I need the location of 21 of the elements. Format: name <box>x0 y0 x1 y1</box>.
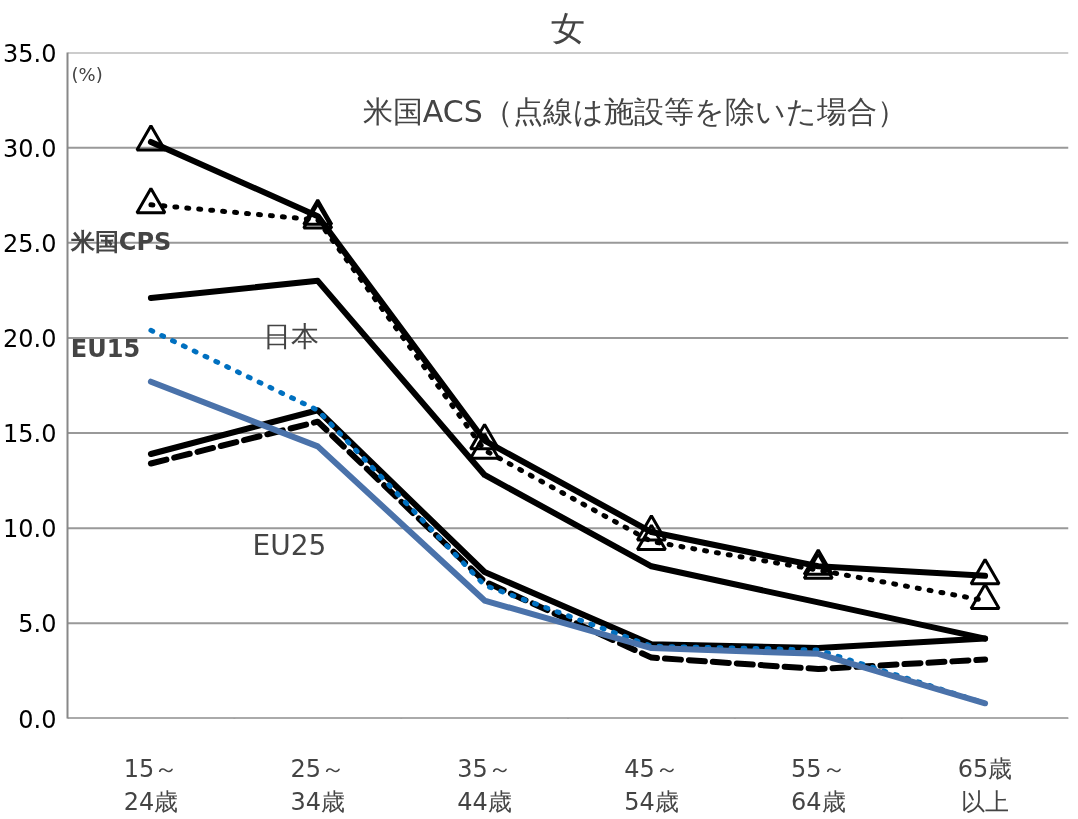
annotation: EU25 <box>252 529 327 563</box>
annotation: EU15 <box>70 334 141 363</box>
x-tick-label: 35～44歳 <box>457 754 512 817</box>
annotation: 日本 <box>263 320 320 354</box>
x-tick-label: 15～24歳 <box>123 754 179 817</box>
y-tick-label: 35.0 <box>3 39 57 68</box>
x-tick-label: 55～64歳 <box>790 754 846 817</box>
chart-title: 女 <box>551 7 585 48</box>
annotation: 米国ACS（点線は施設等を除いた場合） <box>362 93 907 129</box>
x-tick-label: 65歳以上 <box>957 754 1013 817</box>
annotation: 米国CPS <box>69 228 172 257</box>
y-tick-label: 15.0 <box>3 420 57 449</box>
x-tick-label: 45～54歳 <box>624 754 679 817</box>
y-tick-label: 25.0 <box>3 229 57 258</box>
y-tick-label: 20.0 <box>3 324 57 353</box>
x-tick-label: 25～34歳 <box>290 754 346 817</box>
y-axis-title: (%) <box>71 63 103 85</box>
y-tick-label: 30.0 <box>3 134 57 163</box>
y-tick-label: 5.0 <box>18 610 57 639</box>
y-tick-label: 0.0 <box>18 705 57 734</box>
y-tick-label: 10.0 <box>3 515 57 544</box>
